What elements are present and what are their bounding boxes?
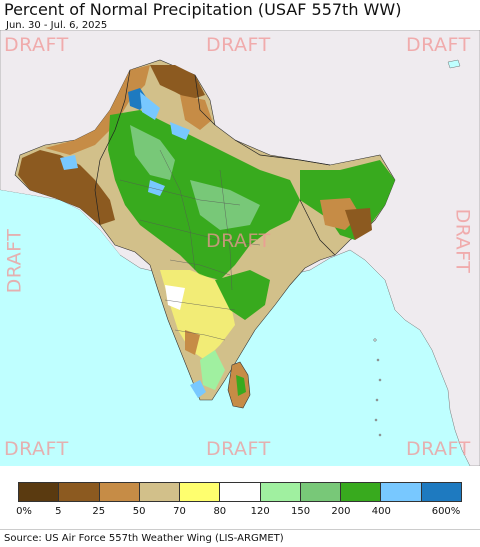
draft-watermark: DRAFT	[206, 34, 271, 56]
precipitation-map: DRAFT DRAFT DRAFT DRAFT DRAFT DRAFT DRAF…	[0, 30, 480, 466]
legend: 0% 5 25 50 70 80 120 150 200 400 600%	[0, 468, 480, 528]
source-note: Source: US Air Force 557th Weather Wing …	[0, 529, 480, 546]
draft-watermark: DRAFT	[406, 438, 471, 460]
legend-swatch	[421, 483, 461, 501]
legend-tick-label: 50	[132, 506, 146, 517]
legend-swatch	[180, 483, 221, 501]
legend-tick-label: 0%	[16, 506, 32, 517]
draft-watermark: DRAFT	[206, 438, 271, 460]
legend-swatch	[381, 483, 422, 501]
legend-swatch	[139, 483, 181, 501]
legend-swatch	[300, 483, 342, 501]
legend-tick-label: 25	[92, 506, 106, 517]
legend-tick-label: 80	[213, 506, 227, 517]
draft-watermark: DRAFT	[206, 230, 271, 252]
draft-watermark: DRAFT	[3, 228, 26, 294]
draft-watermark: DRAFT	[4, 438, 69, 460]
legend-swatch	[341, 483, 382, 501]
legend-tick-label: 120	[250, 506, 270, 517]
legend-swatch	[220, 483, 261, 501]
legend-swatch	[19, 483, 60, 501]
legend-swatch	[99, 483, 140, 501]
draft-watermark: DRAFT	[406, 34, 471, 56]
legend-tick-label: 200	[331, 506, 351, 517]
legend-tick-label: 70	[173, 506, 186, 517]
legend-color-bar	[18, 482, 462, 502]
legend-tick-label: 600%	[431, 506, 461, 517]
draft-watermark: DRAFT	[451, 208, 474, 274]
legend-tick-label: 5	[55, 506, 62, 517]
legend-tick-label: 400	[371, 506, 391, 517]
map-title: Percent of Normal Precipitation (USAF 55…	[4, 0, 402, 19]
date-range: Jun. 30 - Jul. 6, 2025	[6, 20, 108, 31]
legend-swatch	[260, 483, 301, 501]
draft-watermark: DRAFT	[4, 34, 69, 56]
legend-tick-label: 150	[290, 506, 311, 517]
legend-swatch	[59, 483, 100, 501]
